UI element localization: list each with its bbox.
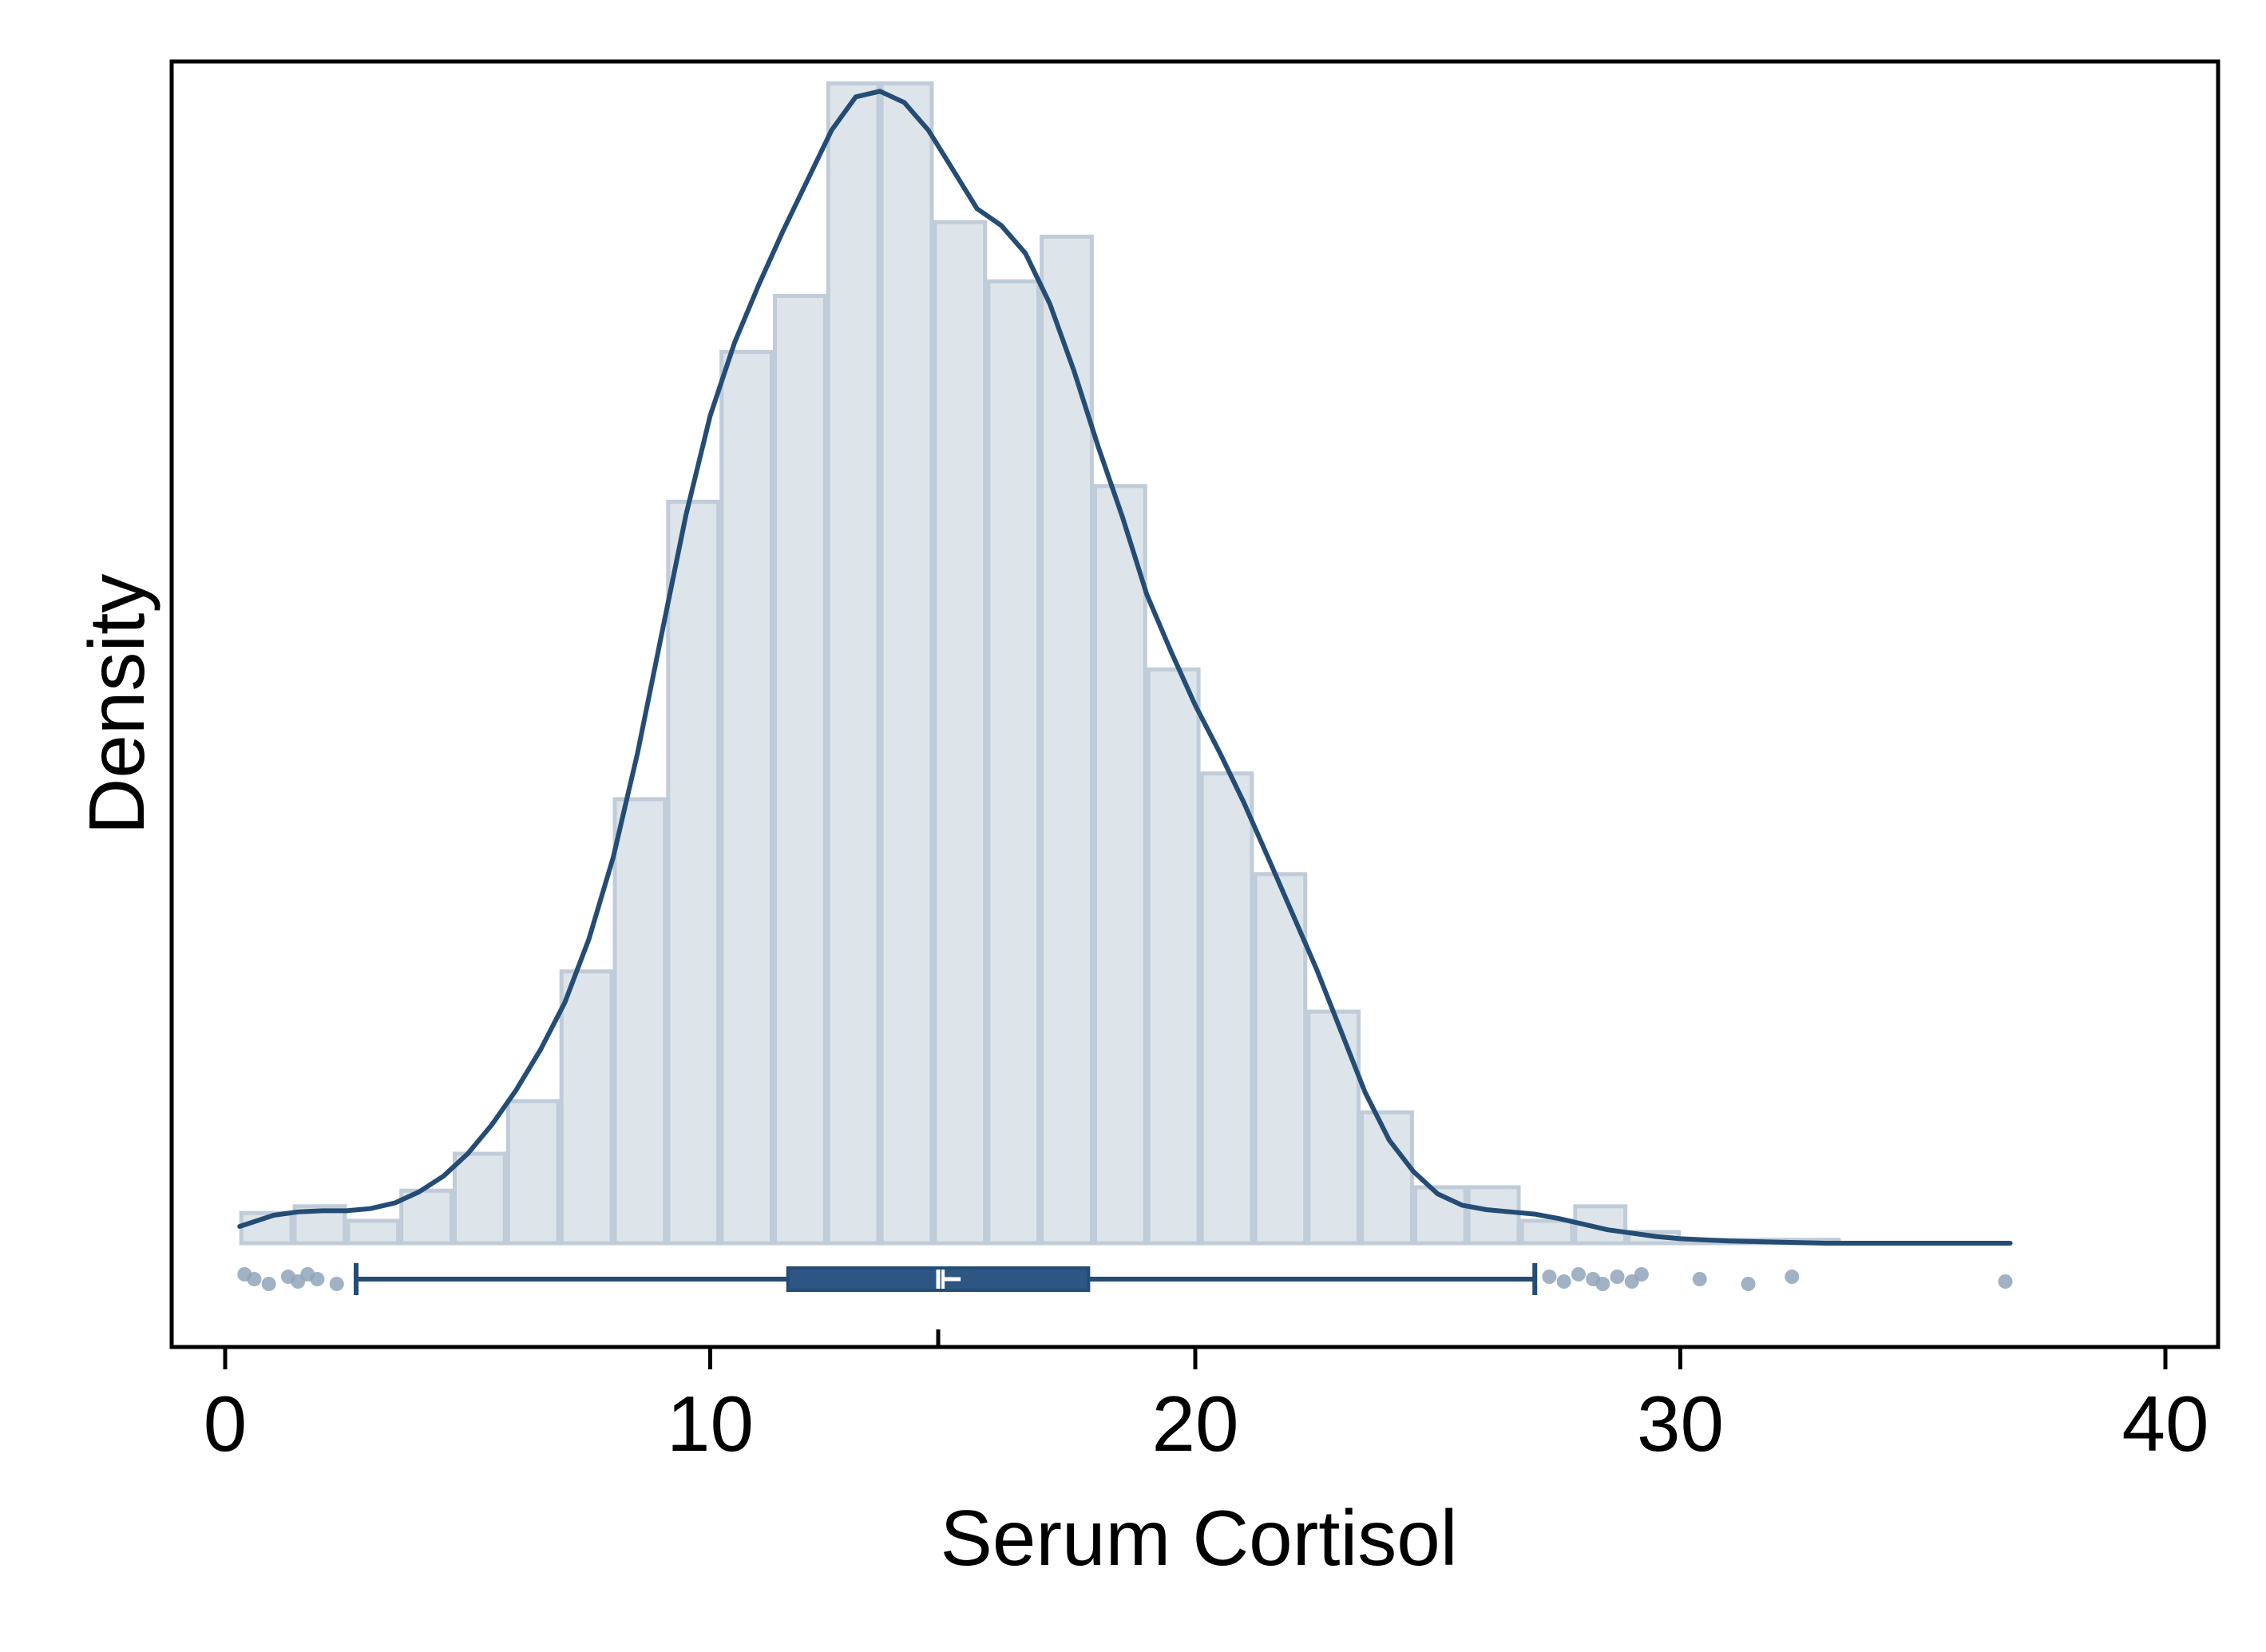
outlier-point xyxy=(1692,1272,1707,1286)
outlier-point xyxy=(1998,1274,2013,1289)
histogram-bar xyxy=(1146,667,1201,1246)
histogram-bar xyxy=(986,279,1041,1246)
outlier-point xyxy=(1595,1277,1610,1291)
x-tick-label: 40 xyxy=(2121,1380,2209,1468)
x-axis: 0 10 20 30 40 xyxy=(204,1329,2209,1468)
x-axis-label: Serum Cortisol xyxy=(940,1494,1457,1582)
outlier-point xyxy=(1741,1277,1756,1291)
histogram-bar xyxy=(1306,1009,1361,1246)
outlier-point xyxy=(310,1272,325,1286)
histogram-bar xyxy=(559,969,614,1246)
histogram-bar xyxy=(1092,484,1147,1246)
histogram-bar xyxy=(1253,872,1308,1246)
histogram-bar xyxy=(1199,771,1254,1246)
histogram-bar xyxy=(1040,234,1094,1246)
boxplot xyxy=(354,1263,1538,1295)
histogram-bar xyxy=(772,294,827,1246)
outlier-point xyxy=(329,1277,344,1291)
outlier-point xyxy=(1542,1270,1557,1284)
outlier-point xyxy=(247,1272,262,1286)
outlier-point xyxy=(1556,1274,1571,1289)
histogram-bar xyxy=(612,797,668,1246)
histogram-bar xyxy=(453,1151,507,1246)
histogram-bar xyxy=(1466,1185,1521,1246)
outlier-point xyxy=(1571,1267,1586,1282)
outlier-point xyxy=(1610,1270,1625,1284)
outlier-point xyxy=(1634,1267,1649,1282)
x-tick-label: 20 xyxy=(1151,1380,1238,1468)
x-tick-label: 10 xyxy=(667,1380,754,1468)
histogram-bar xyxy=(719,350,774,1246)
histogram-bars xyxy=(239,81,1841,1246)
histogram-bar xyxy=(399,1188,454,1246)
y-axis-label: Density xyxy=(73,574,160,835)
histogram-bar xyxy=(826,81,881,1246)
histogram-bar xyxy=(1360,1110,1414,1246)
histogram-bar xyxy=(933,220,988,1246)
histogram-bar xyxy=(879,81,934,1246)
outlier-points xyxy=(237,1267,2013,1291)
histogram-bar xyxy=(505,1099,561,1246)
histogram-bar xyxy=(666,499,721,1246)
histogram-bar xyxy=(1519,1218,1575,1246)
x-tick-label: 30 xyxy=(1637,1380,1724,1468)
x-tick-label: 0 xyxy=(204,1380,248,1468)
outlier-point xyxy=(261,1277,276,1291)
histogram-bar xyxy=(346,1218,401,1246)
outlier-point xyxy=(1785,1270,1800,1284)
density-curve xyxy=(237,89,2013,1246)
